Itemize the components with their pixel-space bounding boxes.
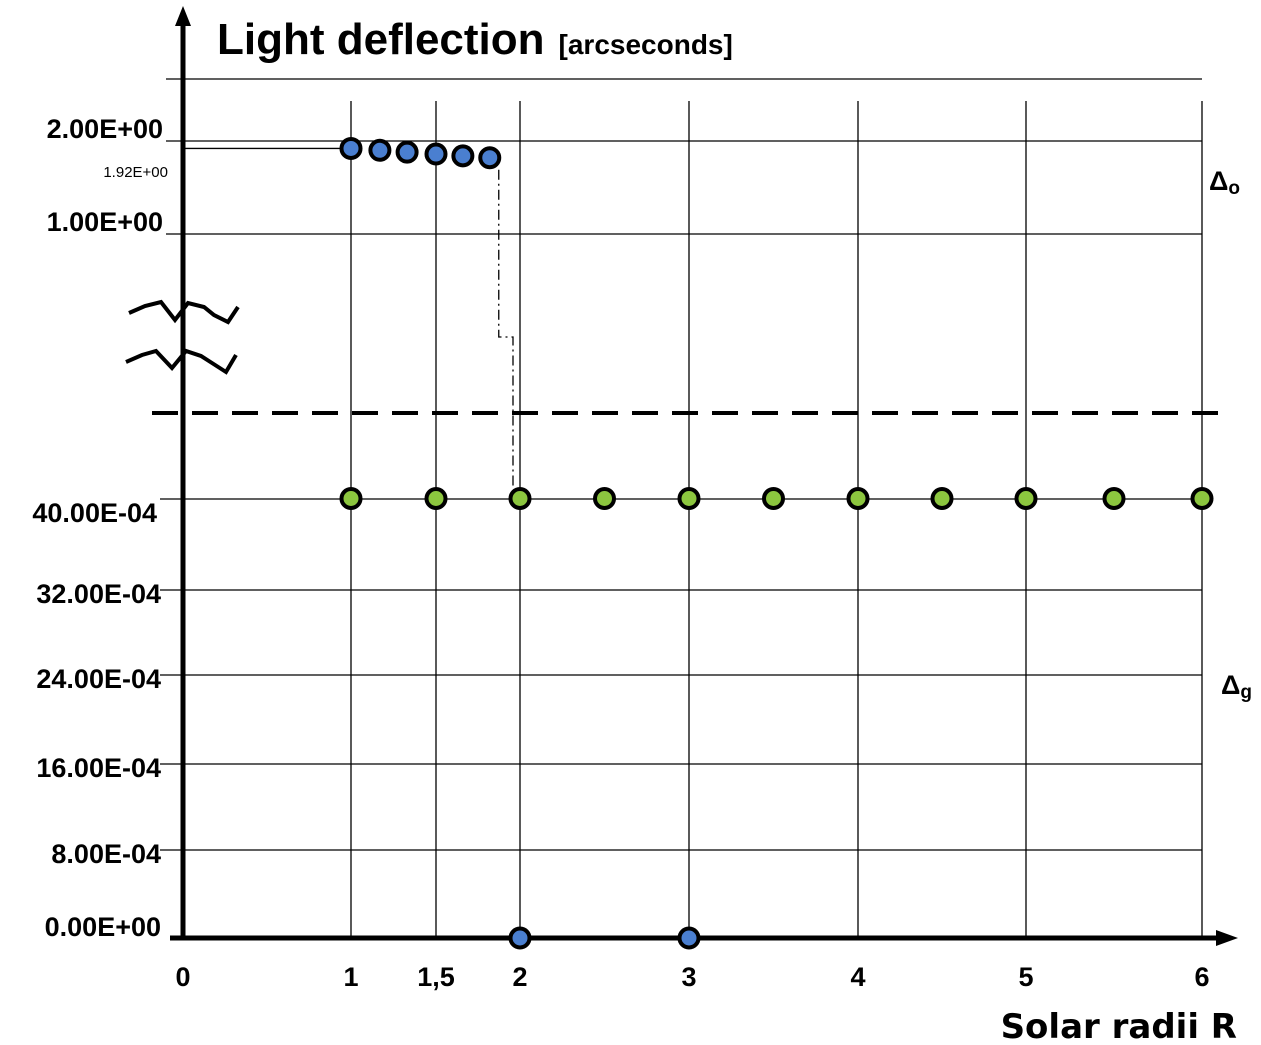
series-1-point-3: [593, 487, 616, 510]
y-tick-label-lower-0: 40.00E-04: [32, 498, 157, 528]
data-marks: [339, 136, 1214, 950]
x-tick-label-0: 0: [175, 962, 190, 992]
series-0-point-4: [451, 144, 475, 168]
legend-delta-o: Δo: [1209, 166, 1240, 199]
series-0-point-5: [478, 146, 502, 170]
x-tick-label-4: 3: [681, 962, 696, 992]
series-1-point-4: [677, 487, 701, 510]
series-0-point-3: [424, 142, 448, 166]
y-tick-label-lower-2: 24.00E-04: [36, 664, 161, 694]
axes: [125, 6, 1238, 946]
series-1-point-5: [762, 487, 785, 510]
chart-title: Light deflection [arcseconds]: [217, 15, 733, 64]
series-1-point-7: [930, 487, 954, 510]
tick-labels: 0 1 1,5 2 3 4 5 6 2.00E+00 1.00E+00 1.92E+00 40.00E…: [32, 114, 1209, 992]
x-axis-arrow: [1216, 930, 1238, 946]
grid: [152, 78, 1230, 938]
y-tick-label-lower-3: 16.00E-04: [36, 753, 161, 783]
x-tick-label-1: 1: [343, 962, 358, 992]
axis-break-squiggle-bottom: [125, 348, 238, 375]
x-tick-label-3: 2: [512, 962, 527, 992]
legend-delta-g: Δg: [1221, 670, 1252, 703]
series-0-point-0: [339, 136, 363, 160]
x-tick-label-6: 5: [1018, 962, 1033, 992]
x-axis-label: Solar radii R: [1001, 1007, 1237, 1045]
axis-break-squiggle-top: [128, 299, 240, 325]
x-tick-label-7: 6: [1194, 962, 1209, 992]
series-1-point-1: [424, 487, 448, 510]
series-1-point-8: [1014, 487, 1038, 510]
series-0-point-6: [508, 926, 532, 950]
y-tick-label-upper-0: 2.00E+00: [47, 114, 163, 144]
y-tick-label-lower-4: 8.00E-04: [51, 839, 161, 869]
series-0-point-1: [368, 138, 392, 162]
series-1-point-0: [339, 487, 363, 510]
series-1-point-10: [1190, 487, 1214, 510]
series-1-point-9: [1102, 487, 1126, 510]
dash-dot-connector: [498, 169, 514, 487]
series-0-point-2: [395, 140, 419, 164]
y-axis-arrow: [175, 6, 191, 26]
y-tick-label-lower-1: 32.00E-04: [36, 579, 161, 609]
upper-annotation-label: 1.92E+00: [103, 164, 168, 181]
x-tick-label-5: 4: [850, 962, 865, 992]
x-tick-label-2: 1,5: [417, 962, 455, 992]
series-1-point-6: [846, 487, 870, 510]
y-tick-label-upper-1: 1.00E+00: [47, 207, 163, 237]
series-0-point-7: [677, 926, 701, 950]
y-tick-label-lower-5: 0.00E+00: [45, 912, 161, 942]
series-1-point-2: [508, 487, 532, 510]
